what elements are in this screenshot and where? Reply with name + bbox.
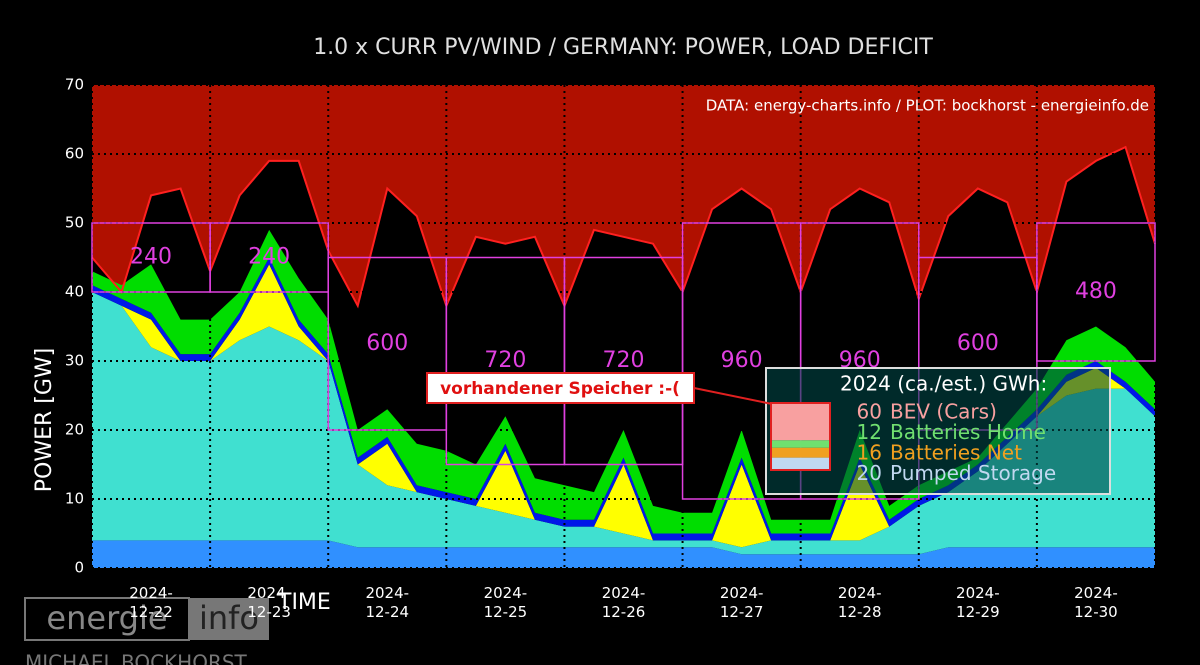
x-tick-label: 2024-12-23 [247,584,291,621]
x-tick-label: 2024-12-22 [129,584,173,621]
storage-label: 600 [957,331,999,356]
storage-label: 480 [1075,279,1117,304]
storage-label: 600 [366,331,408,356]
legend-bar [771,440,830,448]
legend-bar [771,403,830,441]
x-tick-label: 2024-12-30 [1074,584,1118,621]
y-tick-label: 0 [74,559,84,577]
logo-box [189,598,269,640]
legend-title: 2024 (ca./est.) GWh: [840,372,1047,396]
stacked-area [92,264,1155,548]
legend-bar-frame [770,402,831,471]
legend-label: BEV (Cars) [890,400,997,424]
legend-label: Batteries Net [890,441,1022,465]
storage-label: 240 [248,245,290,270]
stacked-area [92,292,1155,555]
storage-label: 240 [130,245,172,270]
x-axis-label: TIME [277,590,331,615]
annotation-arrow [693,387,773,405]
y-tick-label: 70 [65,76,84,94]
y-tick-label: 60 [65,145,84,163]
storage-box [1036,222,1156,362]
y-tick-label: 40 [65,283,84,301]
legend-label: Batteries Home [890,420,1046,444]
x-tick-label: 2024-12-29 [956,584,1000,621]
legend-label: Pumped Storage [890,461,1056,485]
x-tick-label: 2024-12-28 [837,584,882,621]
x-tick-label: 2024-12-27 [719,584,764,621]
legend-bar [771,457,830,470]
y-tick-label: 30 [65,352,84,370]
logo-text: energie [46,599,167,637]
annotation-box [426,372,695,404]
x-tick-label: 2024-12-26 [601,584,646,621]
legend-value: 20 [857,461,882,485]
stacked-area [92,540,1155,568]
load-area [92,85,1155,306]
y-axis-label: POWER [GW] [32,348,57,492]
storage-label: 720 [603,348,645,373]
logo-text: info [199,599,259,637]
y-tick-label: 20 [65,421,84,439]
storage-label: 720 [484,348,526,373]
annotation: vorhandener Speicher :-( [440,379,680,399]
stacked-area [92,229,1155,534]
x-tick-label: 2024-12-25 [483,584,528,621]
legend-value: 12 [857,420,882,444]
legend-value: 60 [857,400,882,424]
load-line [91,145,1156,309]
chart-title: 1.0 x CURR PV/WIND / GERMANY: POWER, LOA… [313,35,933,60]
storage-label: 960 [721,348,763,373]
legend-bar [771,447,830,458]
y-tick-label: 10 [65,490,84,508]
x-tick-label: 2024-12-24 [365,584,410,621]
legend-value: 16 [857,441,882,465]
logo-name: MICHAEL BOCKHORST [25,651,248,665]
source-note: DATA: energy-charts.info / PLOT: bockhor… [706,97,1149,115]
y-tick-label: 50 [65,214,84,232]
